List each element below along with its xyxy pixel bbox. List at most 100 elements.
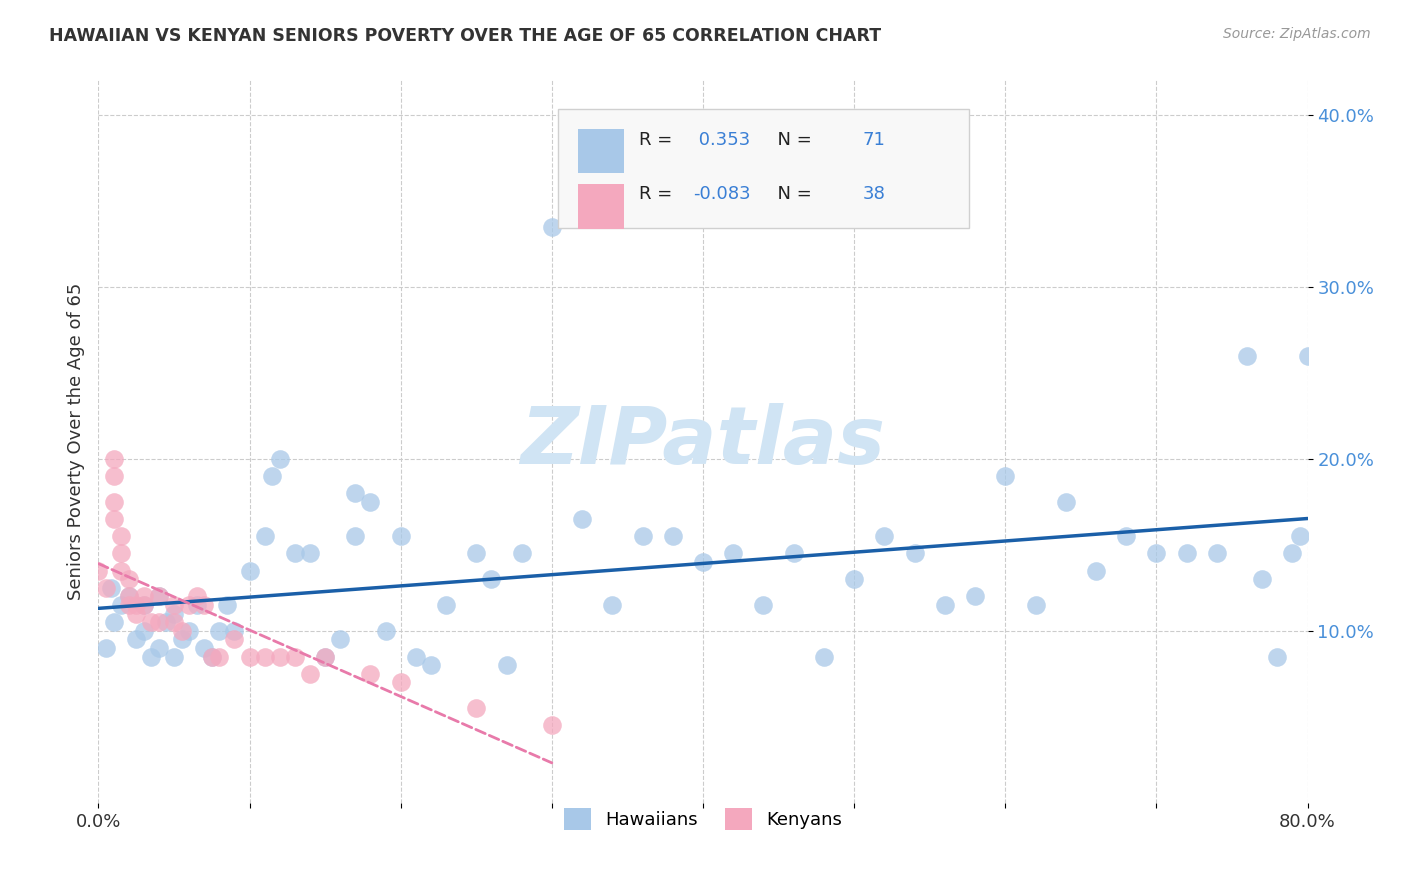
Point xyxy=(163,598,186,612)
Point xyxy=(87,564,110,578)
Point xyxy=(510,546,533,560)
Point xyxy=(132,624,155,638)
Point xyxy=(374,624,396,638)
Point xyxy=(360,666,382,681)
Point xyxy=(208,649,231,664)
Point xyxy=(179,598,201,612)
Point xyxy=(155,615,177,630)
Text: Source: ZipAtlas.com: Source: ZipAtlas.com xyxy=(1223,27,1371,41)
Bar xyxy=(578,185,624,229)
Point xyxy=(465,701,488,715)
Point xyxy=(602,598,624,612)
Point xyxy=(148,615,170,630)
Point xyxy=(783,546,806,560)
Point xyxy=(253,649,276,664)
Point xyxy=(1289,529,1312,543)
Point xyxy=(132,598,155,612)
Point xyxy=(103,451,125,466)
Text: N =: N = xyxy=(766,131,817,149)
Point xyxy=(239,649,262,664)
Point xyxy=(110,546,132,560)
Point xyxy=(118,598,141,612)
Point xyxy=(1175,546,1198,560)
Point xyxy=(141,615,163,630)
Point xyxy=(193,640,215,655)
Point xyxy=(224,632,246,647)
Text: ZIPatlas: ZIPatlas xyxy=(520,402,886,481)
Text: R =: R = xyxy=(638,131,678,149)
Point xyxy=(844,572,866,586)
Point xyxy=(118,572,141,586)
Point xyxy=(481,572,503,586)
Point xyxy=(148,640,170,655)
Point xyxy=(163,615,186,630)
Text: 38: 38 xyxy=(863,185,886,203)
Point xyxy=(434,598,457,612)
Point xyxy=(201,649,224,664)
Text: N =: N = xyxy=(766,185,817,203)
Point xyxy=(1024,598,1046,612)
FancyBboxPatch shape xyxy=(558,109,969,228)
Point xyxy=(262,469,284,483)
Point xyxy=(186,590,208,604)
Point xyxy=(170,624,193,638)
Point xyxy=(934,598,956,612)
Point xyxy=(141,649,163,664)
Point xyxy=(1296,349,1319,363)
Point xyxy=(495,658,517,673)
Point xyxy=(208,624,231,638)
Point xyxy=(148,590,170,604)
Point xyxy=(1267,649,1289,664)
Point xyxy=(360,494,382,508)
Point xyxy=(1085,564,1108,578)
Point xyxy=(904,546,927,560)
Point xyxy=(103,512,125,526)
Point xyxy=(405,649,427,664)
Point xyxy=(118,590,141,604)
Bar xyxy=(578,128,624,173)
Point xyxy=(224,624,246,638)
Point xyxy=(193,598,215,612)
Point xyxy=(125,598,148,612)
Point xyxy=(540,718,562,732)
Point xyxy=(631,529,654,543)
Text: R =: R = xyxy=(638,185,678,203)
Point xyxy=(873,529,896,543)
Point xyxy=(170,632,193,647)
Point xyxy=(344,486,367,500)
Point xyxy=(1115,529,1137,543)
Point xyxy=(103,494,125,508)
Point xyxy=(103,615,125,630)
Text: 0.353: 0.353 xyxy=(693,131,751,149)
Point xyxy=(118,590,141,604)
Point xyxy=(215,598,238,612)
Point xyxy=(540,219,562,234)
Point xyxy=(186,598,208,612)
Point xyxy=(465,546,488,560)
Point xyxy=(284,546,307,560)
Point xyxy=(314,649,336,664)
Text: -0.083: -0.083 xyxy=(693,185,751,203)
Point xyxy=(314,649,336,664)
Point xyxy=(110,598,132,612)
Y-axis label: Seniors Poverty Over the Age of 65: Seniors Poverty Over the Age of 65 xyxy=(66,283,84,600)
Point xyxy=(752,598,775,612)
Point xyxy=(661,529,683,543)
Point xyxy=(1144,546,1167,560)
Point xyxy=(723,546,745,560)
Point xyxy=(94,581,117,595)
Point xyxy=(284,649,307,664)
Point xyxy=(163,649,186,664)
Point xyxy=(692,555,714,569)
Point xyxy=(125,632,148,647)
Point xyxy=(389,529,412,543)
Point xyxy=(163,607,186,621)
Point xyxy=(389,675,412,690)
Point xyxy=(125,607,148,621)
Point xyxy=(103,469,125,483)
Point xyxy=(1281,546,1303,560)
Text: 71: 71 xyxy=(863,131,886,149)
Point xyxy=(1054,494,1077,508)
Text: HAWAIIAN VS KENYAN SENIORS POVERTY OVER THE AGE OF 65 CORRELATION CHART: HAWAIIAN VS KENYAN SENIORS POVERTY OVER … xyxy=(49,27,882,45)
Point xyxy=(813,649,835,664)
